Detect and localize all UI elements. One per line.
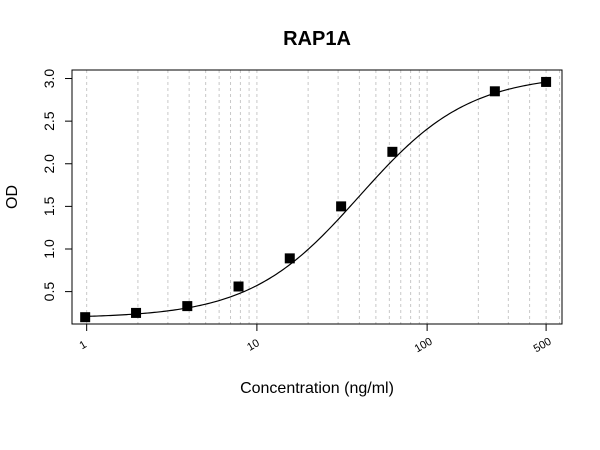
x-tick-label: 1: [78, 339, 89, 352]
y-tick-label: 2.5: [41, 111, 57, 131]
y-axis-label: OD: [4, 185, 21, 209]
y-tick-label: 2.0: [41, 154, 57, 174]
data-point: [233, 281, 244, 292]
data-point: [489, 86, 500, 97]
fit-curve: [85, 81, 547, 318]
y-axis: 0.5 1.0 1.5 2.0 2.5 3.0: [41, 69, 72, 302]
x-axis-label: Concentration (ng/ml): [240, 380, 394, 397]
y-tick-label: 0.5: [41, 282, 57, 302]
data-point: [80, 312, 91, 323]
chart-title: RAP1A: [283, 28, 351, 50]
data-point: [131, 307, 142, 318]
y-tick-label: 3.0: [41, 69, 57, 89]
data-point: [387, 146, 398, 157]
fit-curve-layer: [85, 81, 547, 318]
data-point: [284, 253, 295, 264]
data-point: [541, 76, 552, 87]
y-tick-label: 1.5: [41, 196, 57, 216]
x-tick-label: 100: [413, 336, 435, 356]
data-point: [336, 201, 347, 212]
grid: [86, 70, 561, 324]
x-tick-label: 500: [532, 336, 554, 356]
data-point: [182, 301, 193, 312]
x-tick-label: 10: [245, 337, 262, 354]
plot-frame: [71, 69, 563, 325]
y-tick-label: 1.0: [41, 239, 57, 259]
x-axis: 1 10 100 500: [78, 324, 554, 355]
data-points: [80, 76, 552, 323]
